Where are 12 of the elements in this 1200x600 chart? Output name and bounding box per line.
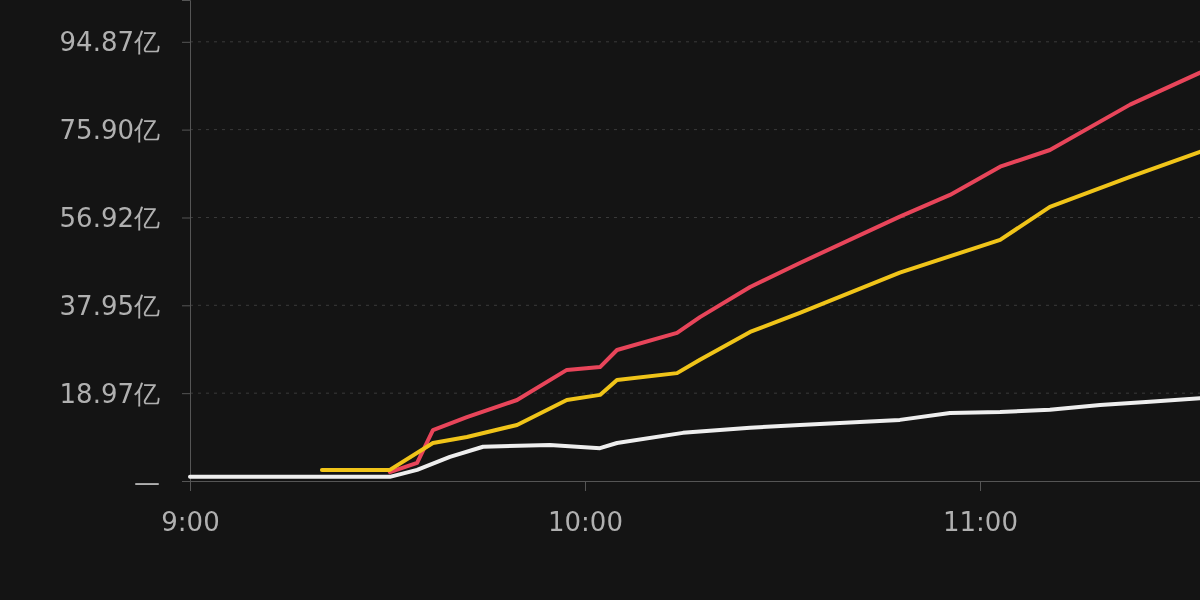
x-tick-label: 10:00 — [548, 507, 623, 537]
y-tick-label: 18.97亿 — [59, 378, 160, 409]
x-tick-label: 11:00 — [943, 507, 1018, 537]
y-tick-label: — — [134, 466, 160, 497]
y-tick-label: 75.90亿 — [59, 115, 160, 146]
line-series — [319, 149, 1200, 472]
y-tick-label: 56.92亿 — [59, 203, 160, 234]
y-tick-label: 37.95亿 — [59, 290, 160, 321]
x-tick-label: 9:00 — [161, 507, 220, 537]
line-series — [387, 70, 1200, 475]
line-series — [188, 396, 1200, 479]
y-tick-label: 94.87亿 — [59, 27, 160, 58]
